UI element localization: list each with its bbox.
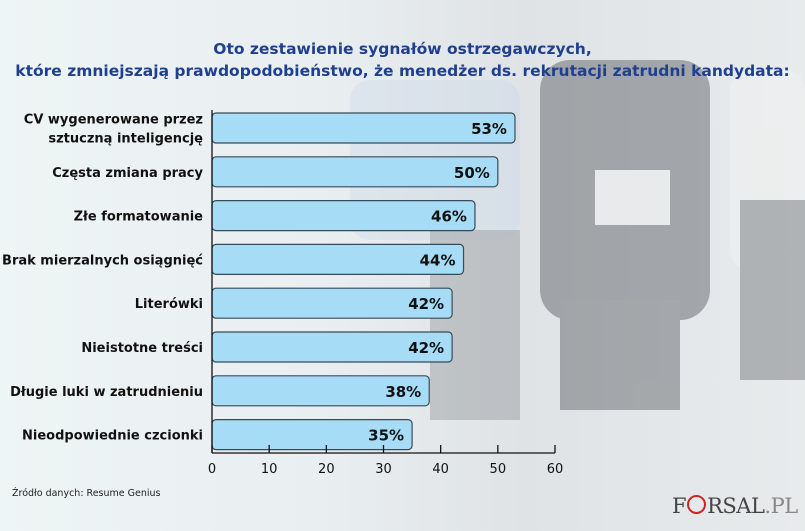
chart-title: Oto zestawienie sygnałów ostrzegawczych,… xyxy=(0,38,805,82)
title-line-1: Oto zestawienie sygnałów ostrzegawczych, xyxy=(213,40,592,58)
category-label: Częsta zmiana pracy xyxy=(52,166,203,181)
category-label: Brak mierzalnych osiągnięć xyxy=(2,253,203,268)
x-tick-label: 40 xyxy=(432,462,449,477)
data-label: 53% xyxy=(471,120,507,138)
data-label: 44% xyxy=(420,251,456,269)
data-label: 42% xyxy=(408,339,444,357)
category-label: Złe formatowanie xyxy=(74,210,204,225)
category-label: Nieodpowiednie czcionki xyxy=(22,429,203,444)
category-label: Długie luki w zatrudnieniu xyxy=(10,385,203,400)
data-label: 38% xyxy=(385,383,421,401)
category-label: Nieistotne treści xyxy=(81,341,203,356)
x-tick-label: 10 xyxy=(261,462,278,477)
x-tick-label: 30 xyxy=(375,462,392,477)
category-label: sztuczną inteligencję xyxy=(48,132,203,147)
x-tick-label: 60 xyxy=(547,462,564,477)
x-tick-label: 20 xyxy=(318,462,335,477)
category-label: CV wygenerowane przez xyxy=(24,113,203,128)
bar xyxy=(211,112,516,144)
data-label: 42% xyxy=(408,295,444,313)
data-label: 46% xyxy=(431,208,467,226)
source-note: Źródło danych: Resume Genius xyxy=(12,488,161,499)
x-tick-label: 50 xyxy=(490,462,507,477)
data-label: 50% xyxy=(454,164,490,182)
x-tick-label: 0 xyxy=(208,462,216,477)
data-label: 35% xyxy=(368,427,404,445)
title-line-2: które zmniejszają prawdopodobieństwo, że… xyxy=(15,62,790,80)
category-label: Literówki xyxy=(135,297,203,312)
logo-chart-icon xyxy=(687,495,707,514)
forsal-logo: F RSAL.PL xyxy=(672,494,798,518)
